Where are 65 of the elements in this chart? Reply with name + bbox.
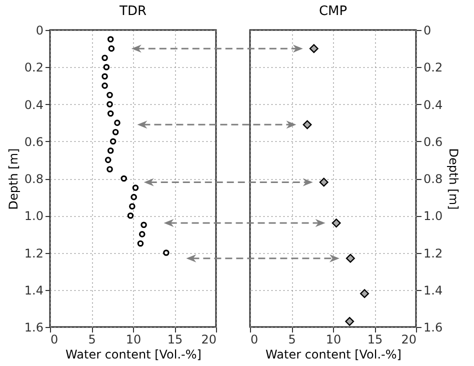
y-tick-label: 0: [424, 24, 432, 38]
y-tick-label: 1.2: [424, 246, 443, 260]
y-axis-title: Depth [m]: [446, 148, 461, 210]
point: [112, 128, 119, 136]
x-tick-label: 15: [167, 332, 183, 346]
point: [137, 240, 144, 247]
y-tick-label: 0.4: [24, 98, 44, 112]
point: [130, 194, 137, 200]
y-tick-label: 0.2: [24, 60, 44, 75]
point: [302, 120, 312, 130]
x-axis-title: Water content [Vol.-%]: [66, 348, 202, 362]
y-tick-label: 0.2: [424, 60, 443, 75]
y-tick-label: 1.4: [424, 283, 443, 298]
point: [102, 82, 108, 89]
point: [104, 156, 112, 164]
point: [140, 222, 147, 228]
y-tick-label: 0.6: [424, 134, 443, 149]
x-axis-title: Water content [Vol.-%]: [266, 348, 402, 362]
x-tick-label: 15: [367, 332, 383, 346]
point: [107, 148, 114, 154]
point: [319, 178, 328, 187]
point: [110, 138, 116, 145]
point: [127, 212, 134, 219]
y-tick-label: 1.6: [424, 320, 443, 334]
point: [107, 110, 114, 117]
point: [138, 231, 146, 238]
point: [106, 92, 113, 98]
x-tick-label: 0: [250, 332, 258, 346]
x-tick-label: 20: [401, 332, 416, 346]
y-axis-title: Depth [m]: [6, 148, 20, 210]
y-tick-label: 0: [36, 24, 44, 38]
point: [107, 36, 114, 42]
y-tick-label: 0.8: [24, 172, 44, 186]
y-tick-label: 0.4: [424, 98, 443, 112]
y-tick-label: 0.6: [24, 134, 44, 149]
point: [102, 73, 108, 80]
point: [102, 54, 108, 61]
point: [309, 44, 318, 54]
point: [108, 45, 115, 52]
y-tick-label: 1.6: [24, 320, 44, 334]
point: [120, 175, 128, 182]
y-tick-label: 1.0: [424, 209, 443, 224]
x-tick-label: 10: [326, 332, 342, 346]
point: [163, 250, 170, 256]
point: [103, 64, 110, 70]
point: [114, 120, 120, 126]
x-tick-label: 5: [288, 332, 296, 346]
point: [345, 316, 354, 326]
point: [106, 166, 113, 172]
point: [346, 254, 355, 263]
point: [106, 101, 113, 108]
chart-title: CMP: [318, 4, 348, 19]
y-tick-label: 1.0: [24, 209, 44, 224]
y-tick-label: 1.4: [24, 283, 44, 298]
point: [132, 184, 139, 191]
x-tick-label: 0: [50, 332, 58, 346]
chart-title: TDR: [118, 4, 146, 19]
point: [129, 203, 136, 210]
point: [360, 289, 370, 298]
x-tick-label: 20: [201, 332, 216, 346]
y-tick-label: 0.8: [424, 172, 443, 186]
x-tick-label: 5: [88, 332, 96, 346]
x-tick-label: 10: [126, 332, 142, 346]
point: [332, 218, 341, 228]
y-tick-label: 1.2: [24, 246, 44, 260]
